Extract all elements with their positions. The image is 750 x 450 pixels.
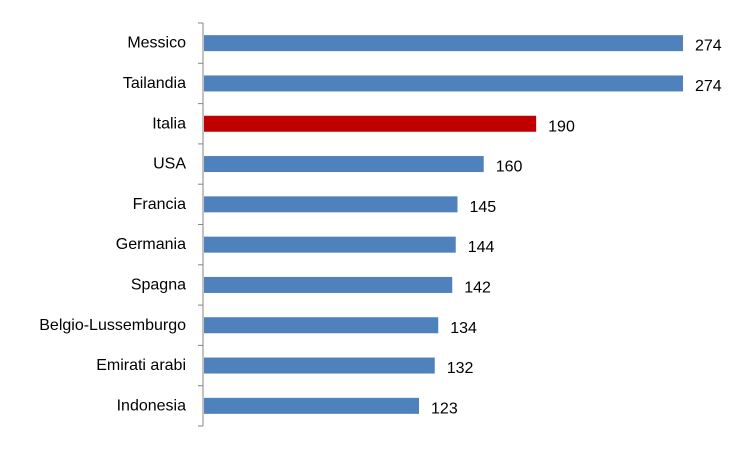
category-axis <box>198 22 204 427</box>
data-label: 123 <box>431 400 458 417</box>
category-label: Messico <box>127 35 186 52</box>
bar-belgio-lussemburgo <box>204 317 439 334</box>
category-labels: Messico Tailandia Italia USA Francia Germania… <box>39 35 186 415</box>
data-label: 142 <box>464 279 491 296</box>
data-label: 190 <box>548 118 575 135</box>
data-label: 274 <box>695 78 722 95</box>
bar-messico <box>204 35 683 52</box>
bar-tailandia <box>204 75 683 92</box>
bar-usa <box>204 156 484 173</box>
bar-germania <box>204 236 456 253</box>
data-label: 145 <box>469 199 496 216</box>
category-label: Spagna <box>131 276 186 293</box>
data-label: 160 <box>496 159 523 176</box>
category-label: Italia <box>152 115 186 132</box>
bar-italia <box>204 115 537 132</box>
category-label: USA <box>153 156 186 173</box>
bars <box>204 35 683 414</box>
category-label: Indonesia <box>117 397 186 414</box>
data-label: 144 <box>468 239 495 256</box>
bar-francia <box>204 196 458 213</box>
category-label: Emirati arabi <box>96 357 186 374</box>
category-label: Francia <box>133 196 186 213</box>
data-label: 134 <box>450 320 477 337</box>
data-labels: 274 274 190 160 145 144 142 134 132 123 <box>431 38 722 418</box>
category-label: Germania <box>116 236 186 253</box>
bar-emirati-arabi <box>204 357 435 374</box>
category-label: Tailandia <box>123 75 186 92</box>
bar-spagna <box>204 276 453 293</box>
data-label: 274 <box>695 38 722 55</box>
data-label: 132 <box>447 360 474 377</box>
category-label: Belgio-Lussemburgo <box>39 317 186 334</box>
bar-indonesia <box>204 397 420 414</box>
